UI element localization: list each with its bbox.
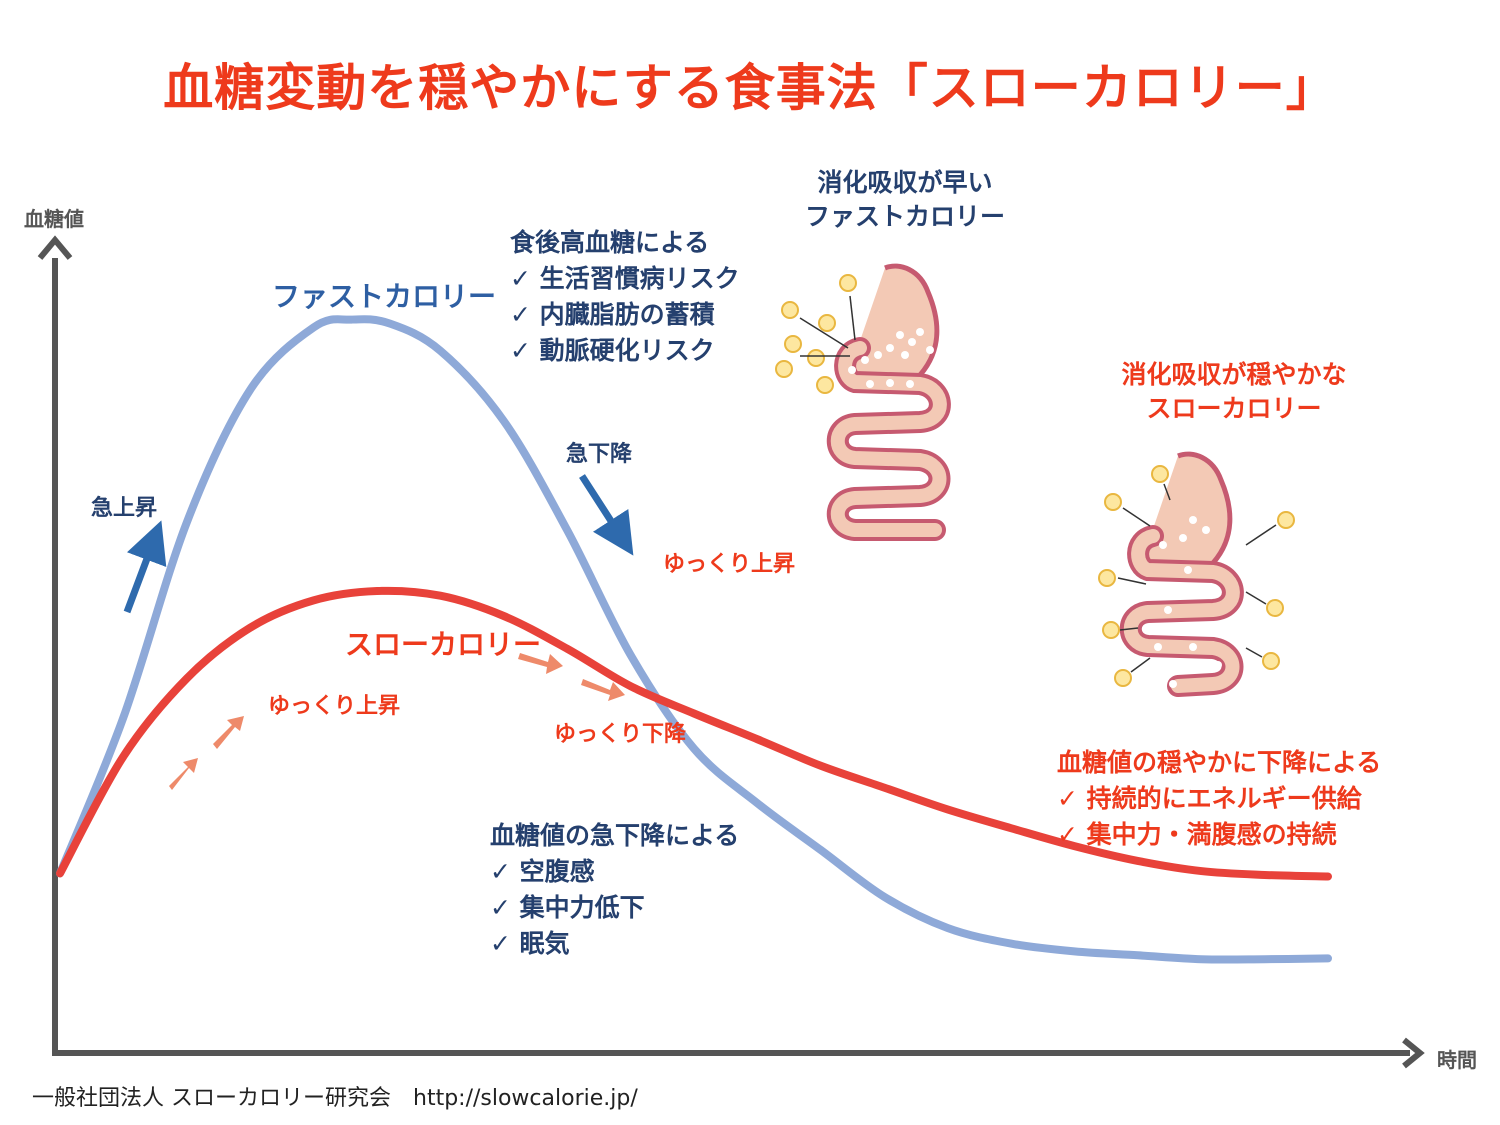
rapid-rise-label: 急上昇: [91, 496, 158, 521]
footer-credit: 一般社団法人 スローカロリー研究会 http://slowcalorie.jp/: [32, 1086, 638, 1111]
slow-rise-label-right: ゆっくり上昇: [663, 552, 796, 577]
after-meal-heading: 食後高血糖による: [510, 228, 710, 257]
fast-digestion-caption: 消化吸収が早い ファストカロリー: [775, 166, 1035, 234]
fast-digestion-line1: 消化吸収が早い: [817, 168, 993, 197]
list-item: ✓ 内臓脂肪の蓄積: [510, 300, 715, 329]
fast-digestion-line2: ファストカロリー: [804, 202, 1005, 231]
y-axis-arrowhead-icon: [37, 235, 73, 260]
fast-digestion-illustration: [775, 263, 951, 541]
slow-digestion-caption: 消化吸収が穏やかな スローカロリー: [1098, 358, 1370, 426]
list-item: ✓ 眠気: [490, 929, 570, 958]
list-item: ✓ 集中力・満腹感の持続: [1057, 820, 1337, 849]
rapid-fall-arrow-icon: [579, 474, 634, 556]
list-item: ✓ 持続的にエネルギー供給: [1057, 784, 1362, 813]
slow-digestion-line2: スローカロリー: [1146, 394, 1322, 423]
gentle-drop-effects: 血糖値の穏やかに下降による ✓ 持続的にエネルギー供給 ✓ 集中力・満腹感の持続: [1057, 745, 1381, 853]
slow-fall-label: ゆっくり下降: [554, 722, 687, 747]
slow-digestion-illustration: [1098, 451, 1295, 697]
rapid-rise-arrow-icon: [123, 520, 167, 614]
rapid-fall-label: 急下降: [566, 442, 633, 467]
list-item: ✓ 動脈硬化リスク: [510, 336, 715, 365]
slow-rise-arrow-icon: [169, 716, 244, 790]
list-item: ✓ 生活習慣病リスク: [510, 264, 740, 293]
gentle-drop-heading: 血糖値の穏やかに下降による: [1057, 748, 1382, 777]
y-axis-label: 血糖値: [24, 207, 84, 231]
x-axis-arrowhead-icon: [1402, 1037, 1425, 1069]
slow-series-label: スローカロリー: [345, 628, 542, 661]
after-meal-effects: 食後高血糖による ✓ 生活習慣病リスク ✓ 内臓脂肪の蓄積 ✓ 動脈硬化リスク: [510, 225, 740, 369]
fast-series-label: ファストカロリー: [272, 280, 497, 313]
page-title: 血糖変動を穏やかにする食事法「スローカロリー」: [163, 59, 1337, 117]
list-item: ✓ 集中力低下: [490, 893, 645, 922]
list-item: ✓ 空腹感: [490, 857, 595, 886]
slow-digestion-line1: 消化吸収が穏やかな: [1121, 360, 1347, 389]
x-axis-label: 時間: [1437, 1048, 1477, 1072]
series-line-slow: [56, 586, 1332, 881]
slow-fall-arrow-icon: [518, 653, 625, 701]
sudden-drop-heading: 血糖値の急下降による: [490, 821, 740, 850]
sudden-drop-effects: 血糖値の急下降による ✓ 空腹感 ✓ 集中力低下 ✓ 眠気: [490, 818, 739, 962]
series-line-fast: [56, 315, 1332, 964]
slow-rise-label: ゆっくり上昇: [268, 694, 401, 719]
